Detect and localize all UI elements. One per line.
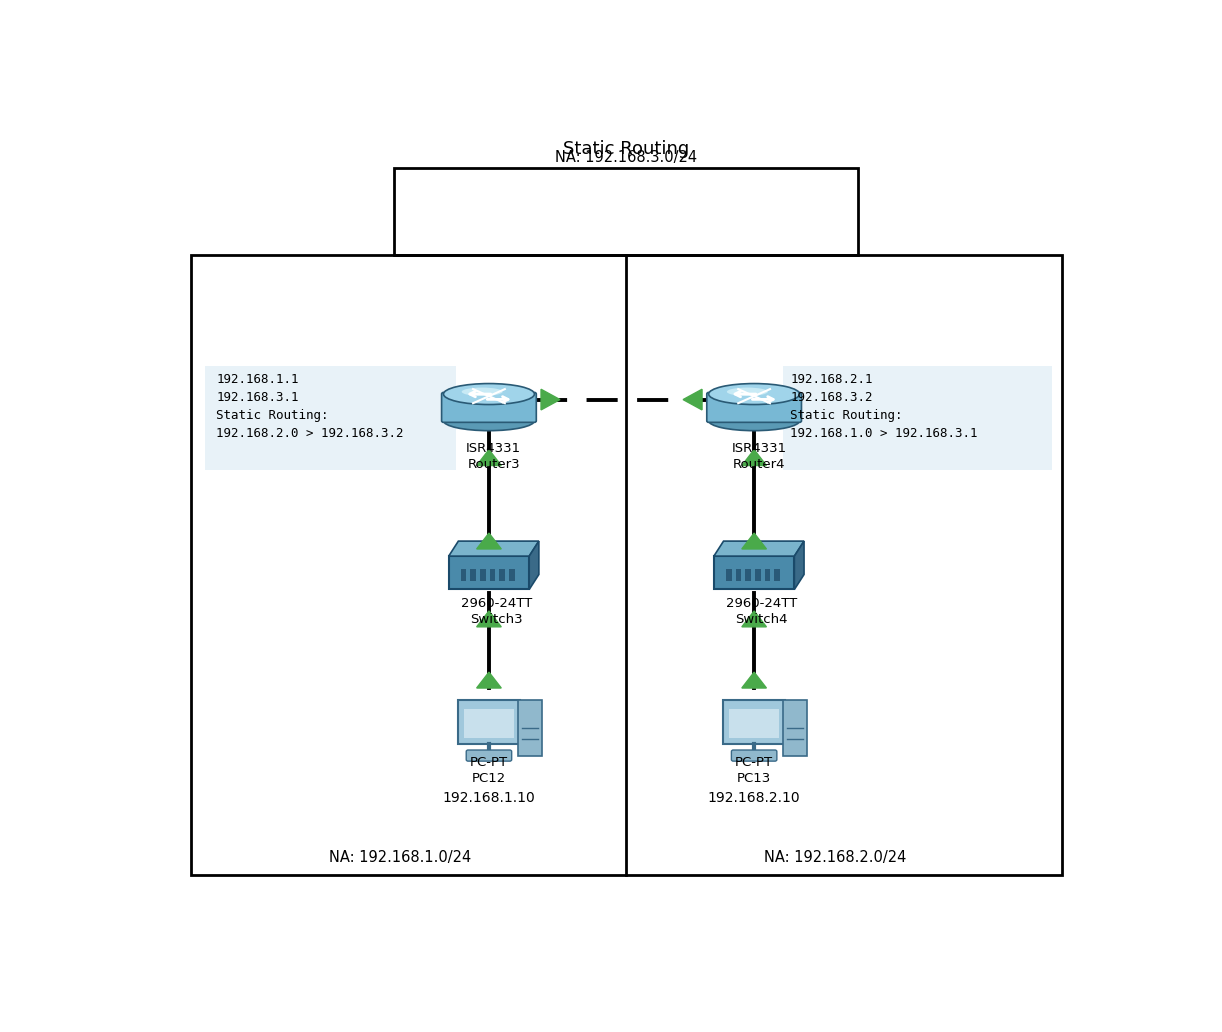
FancyBboxPatch shape (783, 700, 807, 755)
Bar (765, 570, 770, 581)
FancyBboxPatch shape (441, 392, 536, 422)
Polygon shape (683, 389, 701, 410)
Text: ISR4331
Router4: ISR4331 Router4 (731, 442, 787, 471)
Bar (775, 570, 780, 581)
Bar (461, 570, 467, 581)
Ellipse shape (444, 384, 534, 405)
Polygon shape (742, 534, 766, 549)
FancyBboxPatch shape (730, 709, 780, 738)
Bar (470, 570, 477, 581)
Polygon shape (529, 541, 539, 589)
Polygon shape (742, 611, 766, 626)
Bar (736, 570, 742, 581)
FancyBboxPatch shape (723, 700, 785, 744)
Polygon shape (477, 672, 501, 688)
Bar (726, 570, 732, 581)
FancyBboxPatch shape (205, 366, 456, 470)
FancyBboxPatch shape (732, 750, 777, 762)
Text: 192.168.2.10: 192.168.2.10 (708, 792, 800, 805)
Text: NA: 192.168.2.0/24: NA: 192.168.2.0/24 (764, 850, 907, 865)
Text: 2960-24TT
Switch3: 2960-24TT Switch3 (461, 596, 532, 625)
Polygon shape (794, 541, 804, 589)
Bar (490, 570, 495, 581)
Polygon shape (477, 611, 501, 626)
Text: 192.168.1.1
192.168.3.1
Static Routing:
192.168.2.0 > 192.168.3.2: 192.168.1.1 192.168.3.1 Static Routing: … (216, 373, 403, 440)
Ellipse shape (444, 411, 534, 430)
FancyBboxPatch shape (448, 556, 529, 589)
Text: ISR4331
Router3: ISR4331 Router3 (466, 442, 522, 471)
Text: 192.168.1.10: 192.168.1.10 (442, 792, 535, 805)
Polygon shape (714, 541, 804, 556)
Text: PC-PT
PC13: PC-PT PC13 (736, 755, 774, 784)
FancyBboxPatch shape (714, 556, 794, 589)
Bar (755, 570, 760, 581)
Polygon shape (448, 541, 539, 556)
Text: PC-PT
PC12: PC-PT PC12 (470, 755, 508, 784)
Bar (500, 570, 505, 581)
Ellipse shape (709, 411, 799, 430)
Text: NA: 192.168.3.0/24: NA: 192.168.3.0/24 (555, 151, 698, 165)
Polygon shape (742, 450, 766, 465)
Polygon shape (477, 450, 501, 465)
Bar (510, 570, 514, 581)
Text: 192.168.2.1
192.168.3.2
Static Routing:
192.168.1.0 > 192.168.3.1: 192.168.2.1 192.168.3.2 Static Routing: … (791, 373, 978, 440)
Text: NA: 192.168.1.0/24: NA: 192.168.1.0/24 (329, 850, 470, 865)
Polygon shape (477, 534, 501, 549)
FancyBboxPatch shape (467, 750, 512, 762)
Ellipse shape (727, 388, 767, 396)
Text: Static Routing: Static Routing (563, 140, 689, 158)
Bar (191, 255, 1062, 875)
FancyBboxPatch shape (706, 392, 802, 422)
FancyBboxPatch shape (464, 709, 514, 738)
Bar (745, 570, 750, 581)
Polygon shape (742, 672, 766, 688)
FancyBboxPatch shape (782, 366, 1052, 470)
FancyBboxPatch shape (458, 700, 519, 744)
Ellipse shape (462, 388, 502, 396)
Bar (480, 570, 485, 581)
Polygon shape (541, 389, 560, 410)
Bar (395, 167, 858, 255)
Text: 2960-24TT
Switch4: 2960-24TT Switch4 (726, 596, 797, 625)
FancyBboxPatch shape (518, 700, 541, 755)
Ellipse shape (709, 384, 799, 405)
